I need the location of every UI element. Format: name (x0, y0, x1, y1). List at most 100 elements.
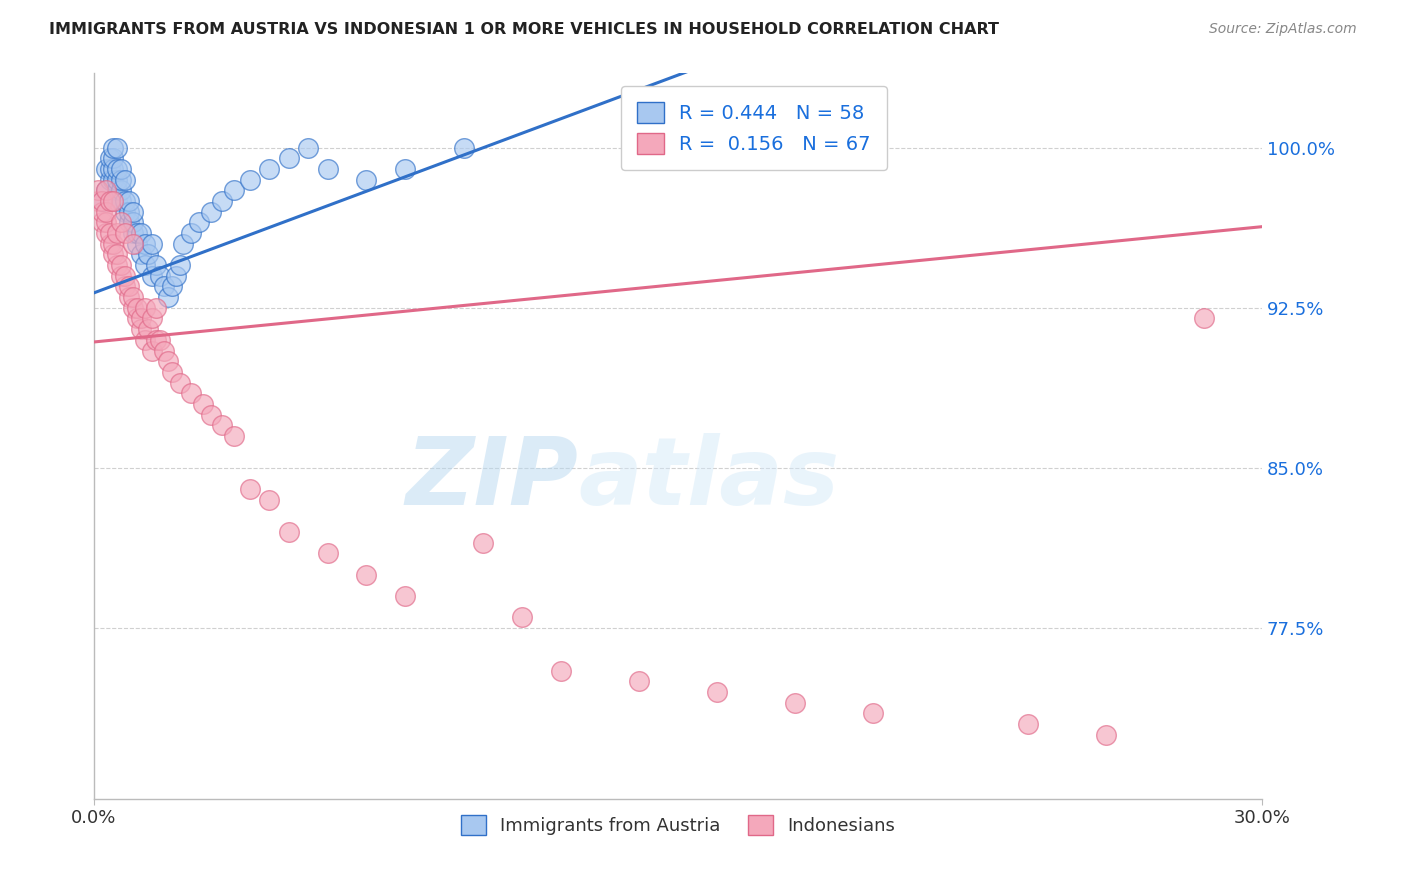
Point (98, 194, 121, 208)
Point (550, 664, 572, 678)
Point (114, 194, 136, 208)
Point (118, 279, 141, 293)
Point (134, 236, 156, 251)
Point (149, 268, 172, 283)
Point (200, 204, 222, 219)
Point (114, 204, 136, 219)
Point (105, 258, 128, 272)
Point (114, 226, 136, 240)
Point (103, 152, 125, 166)
Point (141, 343, 163, 358)
Point (297, 141, 319, 155)
Point (105, 172, 128, 186)
Point (103, 162, 125, 177)
Point (94, 204, 117, 219)
Point (110, 172, 132, 186)
Point (118, 215, 141, 229)
Point (114, 268, 136, 283)
Point (118, 194, 141, 208)
Point (94, 162, 117, 177)
Point (200, 408, 222, 422)
Point (277, 152, 299, 166)
Point (141, 268, 163, 283)
Point (103, 247, 125, 261)
Point (211, 194, 233, 208)
Point (98, 152, 121, 166)
Point (129, 226, 152, 240)
Point (257, 162, 280, 177)
Point (153, 279, 176, 293)
Point (862, 706, 884, 721)
Point (277, 524, 299, 539)
Point (121, 290, 143, 304)
Point (110, 183, 132, 197)
Point (94, 215, 117, 229)
Point (114, 172, 136, 186)
Point (160, 365, 183, 379)
Point (90, 194, 112, 208)
Point (239, 483, 262, 497)
Point (90, 204, 112, 219)
Point (105, 226, 128, 240)
Point (257, 492, 280, 507)
Point (121, 236, 143, 251)
Point (316, 546, 339, 560)
Point (129, 247, 152, 261)
Legend: Immigrants from Austria, Indonesians: Immigrants from Austria, Indonesians (451, 806, 904, 844)
Point (156, 354, 179, 368)
Point (121, 215, 143, 229)
Point (105, 141, 128, 155)
Point (105, 183, 128, 197)
Text: ZIP: ZIP (406, 434, 579, 525)
Point (172, 236, 194, 251)
Point (125, 301, 148, 315)
Point (118, 204, 141, 219)
Point (453, 141, 475, 155)
Point (134, 333, 156, 347)
Point (1095, 728, 1118, 742)
Point (211, 418, 233, 433)
Point (188, 215, 211, 229)
Point (87, 194, 110, 208)
Point (110, 258, 132, 272)
Point (627, 674, 650, 689)
Point (141, 311, 163, 326)
Point (90, 215, 112, 229)
Point (118, 290, 141, 304)
Point (145, 258, 167, 272)
Point (706, 685, 728, 699)
Point (105, 162, 128, 177)
Point (121, 301, 143, 315)
Point (1017, 717, 1039, 731)
Point (114, 279, 136, 293)
Point (394, 162, 416, 177)
Point (510, 610, 533, 624)
Point (149, 333, 172, 347)
Point (153, 343, 176, 358)
Point (222, 429, 245, 443)
Point (110, 268, 132, 283)
Point (141, 236, 163, 251)
Point (239, 172, 262, 186)
Point (160, 279, 183, 293)
Point (125, 236, 148, 251)
Point (180, 226, 202, 240)
Point (191, 397, 214, 411)
Point (783, 696, 806, 710)
Text: Source: ZipAtlas.com: Source: ZipAtlas.com (1209, 22, 1357, 37)
Point (1192, 311, 1215, 326)
Point (94, 226, 117, 240)
Point (134, 301, 156, 315)
Point (145, 333, 167, 347)
Point (94, 183, 117, 197)
Point (356, 567, 378, 582)
Point (103, 172, 125, 186)
Point (98, 162, 121, 177)
Point (165, 268, 187, 283)
Point (98, 226, 121, 240)
Point (98, 172, 121, 186)
Point (105, 194, 128, 208)
Point (103, 236, 125, 251)
Point (125, 226, 148, 240)
Point (103, 141, 125, 155)
